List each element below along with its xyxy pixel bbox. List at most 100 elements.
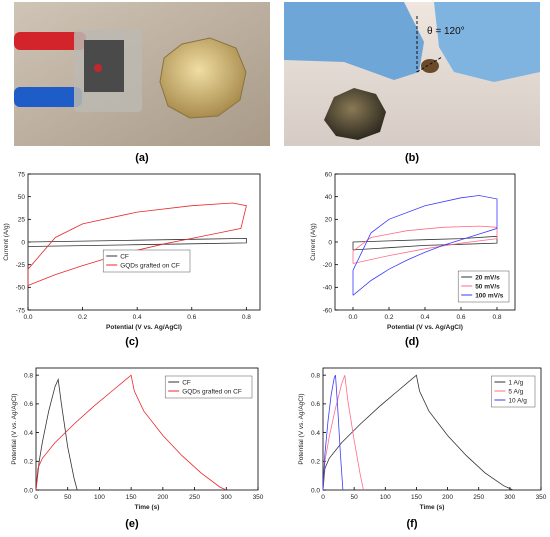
legend-label: 50 mV/s (475, 283, 500, 290)
series-line-1 (27, 237, 247, 247)
legend-box (102, 249, 191, 273)
y-tick-label: -25 (16, 262, 26, 269)
y-tick-label: -20 (323, 262, 333, 269)
y-tick-label: 0.0 (311, 487, 320, 494)
cv-chart-d: 0.0 0.2 0.4 0.6 0.8 -60 -40 -20 0 20 40 60 Potential… (310, 171, 516, 331)
legend-label: CF (120, 253, 129, 260)
x-tick-label: 150 (411, 494, 422, 501)
gcd-chart-e: 0 50 100 150 200 250 300 350 0.0 0.2 0.4 0.6 0.8 Time… (11, 367, 264, 511)
panel-label-c: (c) (125, 336, 139, 348)
x-tick-label: 0.4 (420, 314, 429, 321)
gloved-hand-left (284, 2, 424, 80)
plot-frame (27, 173, 261, 311)
series-line-3 (322, 375, 344, 491)
y-axis-label: Potential (V vs. Ag/AgCl) (298, 393, 305, 464)
photo-b-image: θ = 120° (284, 2, 540, 146)
legend-label: 10 A/g (508, 397, 527, 404)
legend-label: 5 A/g (508, 388, 523, 395)
x-tick-label: 150 (126, 494, 137, 501)
gcd-chart-f: 0 50 100 150 200 250 300 350 0.0 0.2 0.4 0.6 0.8 Time… (298, 367, 547, 511)
legend-box (164, 375, 253, 399)
photo-a (14, 2, 270, 146)
y-tick-label: 75 (18, 171, 26, 178)
x-tick-label: 250 (473, 494, 484, 501)
y-tick-label: 50 (18, 194, 26, 201)
x-tick-label: 0.2 (78, 314, 87, 321)
legend-label: 100 mV/s (475, 292, 504, 299)
photo-a-image (14, 2, 270, 146)
y-tick-label: -60 (323, 307, 333, 314)
x-tick-label: 200 (157, 494, 168, 501)
x-tick-label: 300 (504, 494, 515, 501)
y-tick-label: 0.8 (24, 372, 33, 379)
y-tick-label: 20 (325, 217, 333, 224)
legend-label: GQDs grafted on CF (120, 262, 180, 269)
series-line-2 (35, 374, 227, 491)
x-tick-label: 0.8 (242, 314, 251, 321)
x-tick-label: 0 (321, 494, 325, 501)
y-tick-label: 60 (325, 171, 333, 178)
legend-label: CF (182, 379, 191, 386)
carbon-fiber-sample (84, 40, 124, 92)
y-tick-label: 0.0 (24, 487, 33, 494)
panel-label-b: (b) (404, 152, 420, 164)
x-tick-label: 0.6 (187, 314, 196, 321)
blue-clip (14, 87, 82, 107)
bent-electrode (421, 59, 439, 73)
x-axis-label: Potential (V vs. Ag/AgCl) (387, 324, 463, 331)
y-tick-label: 0.2 (24, 459, 33, 466)
x-tick-label: 300 (221, 494, 232, 501)
x-tick-label: 50 (351, 494, 359, 501)
legend-box (491, 375, 536, 408)
y-tick-label: -50 (16, 285, 26, 292)
x-tick-label: 350 (253, 494, 264, 501)
x-tick-label: 100 (94, 494, 105, 501)
series-line-2 (322, 375, 364, 491)
x-tick-label: 0.2 (384, 314, 393, 321)
y-tick-label: 25 (18, 217, 26, 224)
x-tick-label: 200 (442, 494, 453, 501)
y-tick-label: 0.6 (311, 401, 320, 408)
series-line-1 (352, 235, 498, 251)
y-axis-label: Current (A/g) (3, 223, 10, 261)
y-axis-label: Current (A/g) (310, 223, 317, 261)
photo-b: θ = 120° (284, 2, 540, 146)
series-line-1 (322, 374, 514, 491)
panel-label-f: (f) (406, 518, 418, 530)
series-line-3 (352, 195, 498, 296)
series-line-1 (35, 378, 78, 491)
x-tick-label: 0 (34, 494, 38, 501)
x-axis-label: Time (s) (135, 504, 160, 511)
x-tick-label: 0.8 (492, 314, 501, 321)
y-tick-label: 40 (325, 194, 333, 201)
coin (159, 37, 247, 119)
y-tick-label: 0.8 (311, 372, 320, 379)
x-axis-label: Time (s) (420, 504, 445, 511)
x-tick-label: 0.0 (348, 314, 357, 321)
y-tick-label: 0.2 (311, 459, 320, 466)
legend-label: 20 mV/s (475, 274, 500, 281)
plot-frame (322, 367, 542, 491)
y-tick-label: 0 (21, 239, 25, 246)
panel-label-e: (e) (125, 518, 139, 530)
coin-b (324, 88, 386, 140)
red-clip (14, 32, 86, 50)
x-tick-label: 0.6 (456, 314, 465, 321)
angle-label: θ = 120° (427, 26, 465, 37)
y-tick-label: 0 (328, 239, 332, 246)
gloved-hand-right (434, 2, 540, 82)
x-axis-label: Potential (V vs. Ag/AgCl) (106, 324, 182, 331)
cv-chart-c: 0.0 0.2 0.4 0.6 0.8 -75 -50 -25 0 25 50 75 Potential… (3, 171, 261, 331)
x-tick-label: 350 (536, 494, 547, 501)
y-tick-label: 0.6 (24, 401, 33, 408)
x-tick-label: 50 (64, 494, 72, 501)
series-line-2 (352, 225, 498, 264)
y-tick-label: 0.4 (24, 430, 33, 437)
legend-label: 1 A/g (508, 379, 523, 386)
x-tick-label: 250 (189, 494, 200, 501)
legend-label: GQDs grafted on CF (182, 388, 242, 395)
x-tick-label: 0.0 (23, 314, 32, 321)
panel-label-a: (a) (135, 152, 149, 164)
y-tick-label: 0.4 (311, 430, 320, 437)
y-tick-label: -40 (323, 285, 333, 292)
